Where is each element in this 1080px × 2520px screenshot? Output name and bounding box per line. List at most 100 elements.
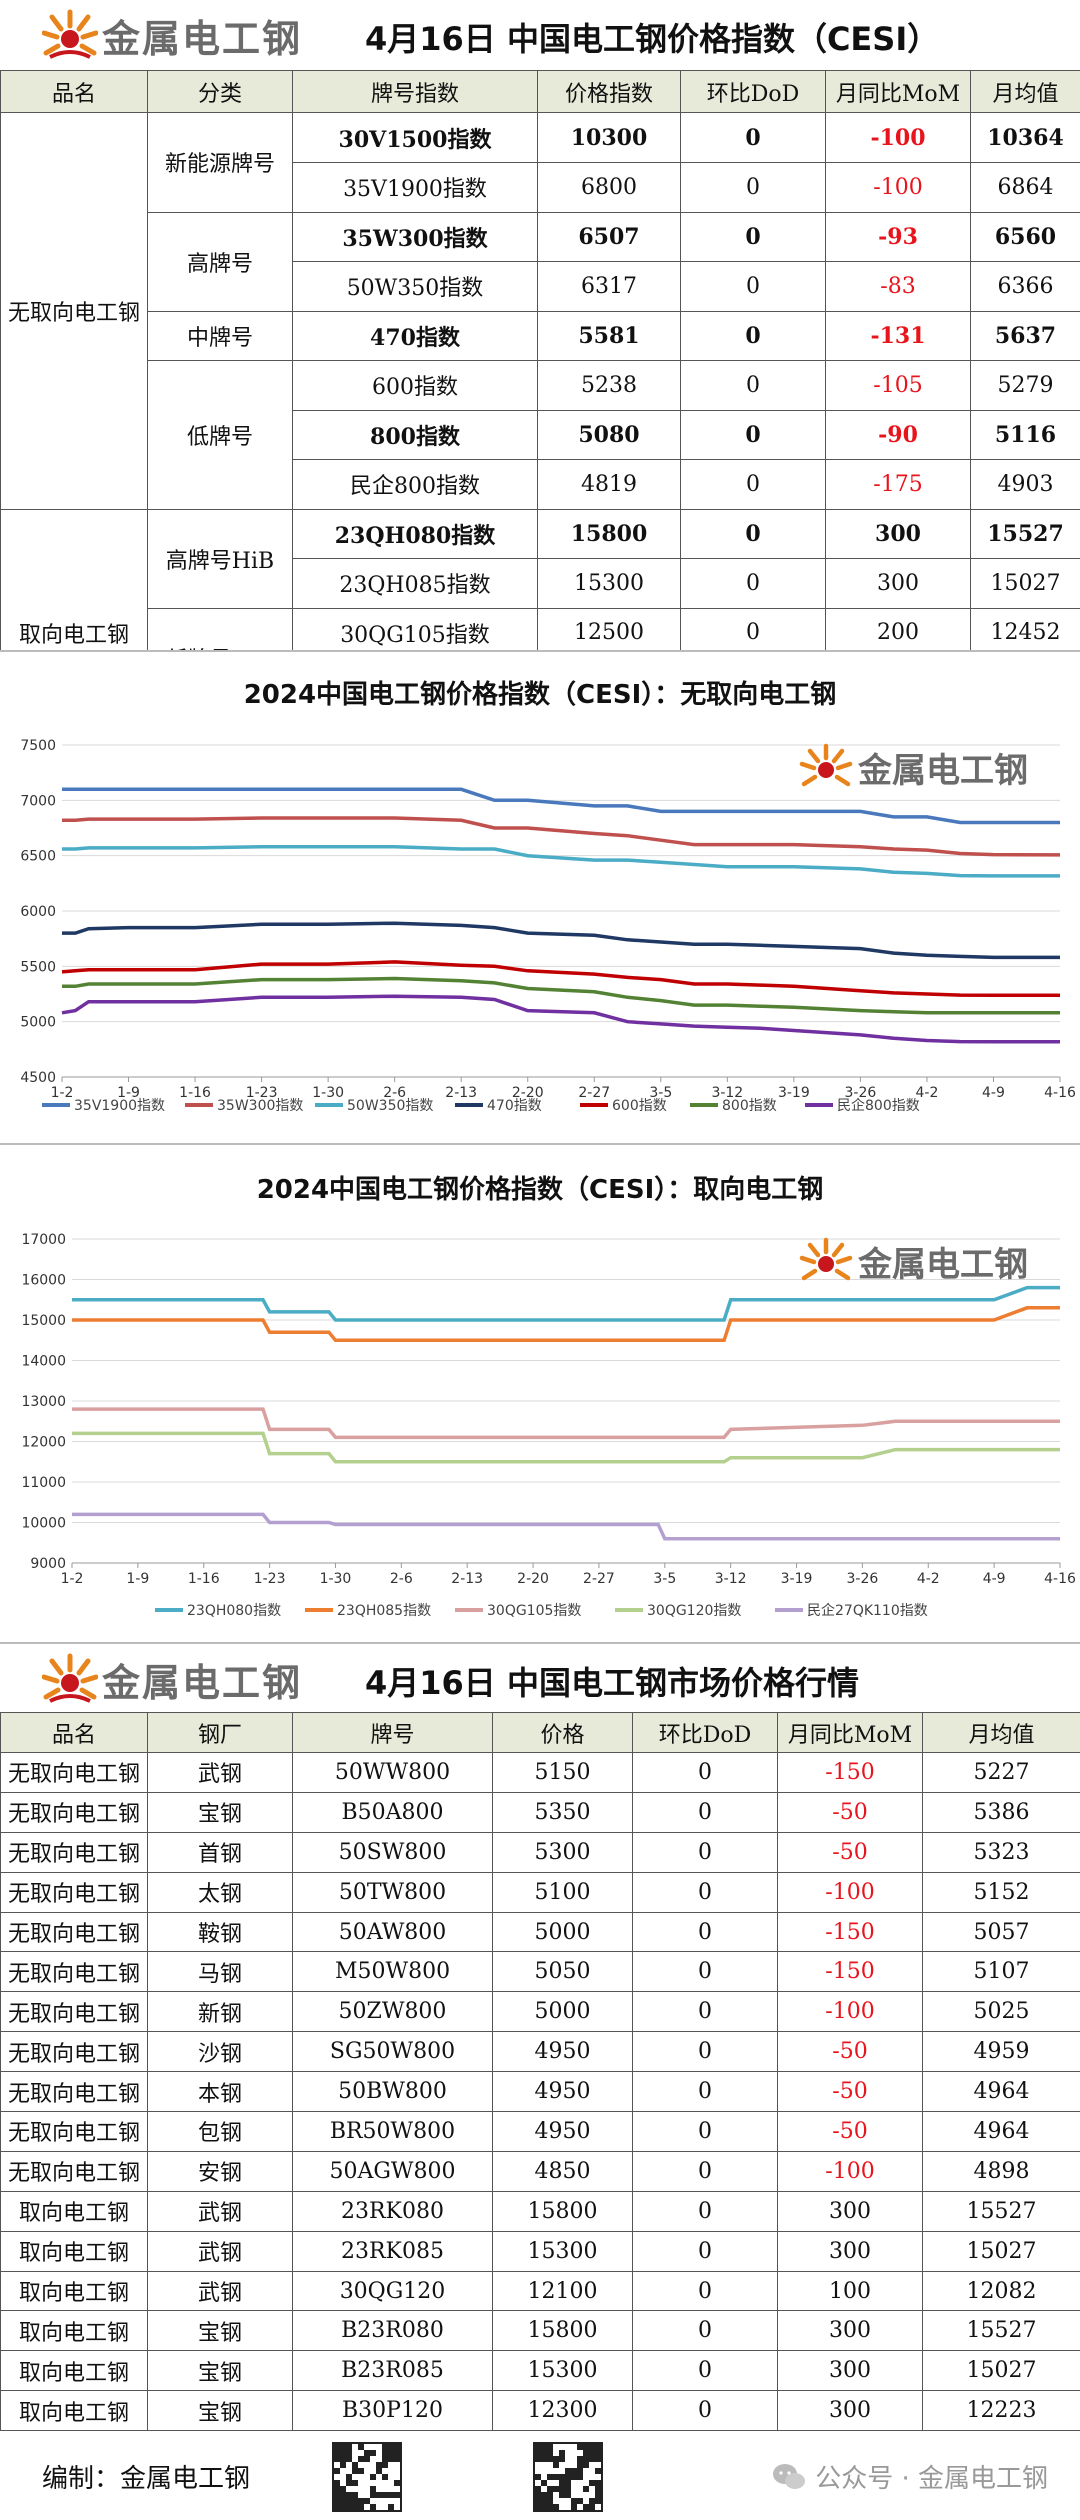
monthly-avg-cell: 5386 xyxy=(922,1791,1080,1833)
dod-cell: 0 xyxy=(632,1831,778,1873)
qr-code-icon xyxy=(332,2442,402,2512)
legend-label: 民企800指数 xyxy=(837,1097,920,1114)
chart-title: 2024中国电工钢价格指数（CESI）：取向电工钢 xyxy=(256,1175,824,1205)
x-tick-label: 3-26 xyxy=(847,1571,879,1587)
mill-cell: 本钢 xyxy=(147,2071,293,2113)
table-row: 无取向电工钢 新能源牌号 30V1500指数 10300 0 -100 10364 xyxy=(0,112,1080,510)
table-row: 中牌号 470指数 5581 0 -131 5637 xyxy=(1,310,1080,361)
legend-label: 50W350指数 xyxy=(347,1098,433,1114)
series-line xyxy=(62,816,1061,857)
grade-cell: B30P120 xyxy=(292,2390,493,2432)
price-index-cell: 15800 xyxy=(537,508,681,559)
y-tick-label: 17000 xyxy=(21,1232,66,1248)
x-tick-label: 2-6 xyxy=(383,1085,406,1101)
index-header: 金属电工钢 4月16日 中国电工钢价格指数（CESI） xyxy=(0,0,1080,70)
x-tick-label: 3-12 xyxy=(711,1085,743,1101)
monthly-avg-cell: 15527 xyxy=(922,2310,1080,2352)
grade-index-cell: 470指数 xyxy=(292,310,538,361)
dod-cell: 0 xyxy=(680,112,826,163)
column-header: 价格 xyxy=(492,1712,633,1753)
column-header: 品名 xyxy=(0,1712,148,1753)
dod-cell: 0 xyxy=(680,162,826,213)
monthly-avg-cell: 5025 xyxy=(922,1991,1080,2033)
x-tick-label: 4-16 xyxy=(1044,1085,1076,1101)
x-tick-label: 3-5 xyxy=(653,1571,676,1587)
chart-oriented: 2024中国电工钢价格指数（CESI）：取向电工钢 9000 10000 11000… xyxy=(0,1143,1080,1640)
grade-cell: 30QG120 xyxy=(292,2270,493,2312)
legend-label: 35V1900指数 xyxy=(74,1098,165,1114)
chart-svg: 9000 10000 11000 12000 13000 14000 15000 16000 1… xyxy=(21,1232,1076,1619)
dod-cell: 0 xyxy=(632,2390,778,2432)
grade-index-cell: 35W300指数 xyxy=(292,211,538,262)
x-tick-label: 4-2 xyxy=(915,1085,938,1101)
x-tick-label: 3-26 xyxy=(845,1085,877,1101)
grade-index-cell: 50W350指数 xyxy=(292,261,538,312)
logo-ray xyxy=(799,1255,817,1265)
monthly-avg-cell: 15027 xyxy=(922,2350,1080,2392)
price-cell: 4950 xyxy=(492,2111,633,2152)
dod-cell: 0 xyxy=(632,2071,778,2113)
table-header-row: 品名 钢厂 牌号 价格 环比DoD 月同比MoM 月均值 xyxy=(0,1712,1080,1753)
mom-cell: -93 xyxy=(825,211,971,262)
column-header: 月同比MoM xyxy=(825,70,971,113)
mom-cell: -50 xyxy=(777,2031,923,2073)
product-name-cell: 无取向电工钢 xyxy=(0,1831,148,1873)
monthly-avg-cell: 6864 xyxy=(970,162,1080,213)
grade-index-cell: 23QH085指数 xyxy=(292,558,538,609)
monthly-avg-cell: 4964 xyxy=(922,2071,1080,2113)
mill-cell: 安钢 xyxy=(147,2150,293,2192)
y-tick-label: 5000 xyxy=(20,1015,56,1031)
cesi-index-table: 品名 分类 牌号指数 价格指数 环比DoD 月同比MoM 月均值 无取向电工钢 新能源牌号 30… xyxy=(0,70,1080,757)
monthly-avg-cell: 5227 xyxy=(922,1752,1080,1793)
mill-cell: 包钢 xyxy=(147,2111,293,2152)
mom-cell: -50 xyxy=(777,2111,923,2152)
table-row: 无取向电工钢 安钢 50AGW800 4850 0 -100 4898 xyxy=(0,2150,1080,2192)
mom-cell: 300 xyxy=(777,2190,923,2232)
table-row: 无取向电工钢 鞍钢 50AW800 5000 0 -150 5057 xyxy=(0,1911,1080,1953)
x-tick-label: 1-30 xyxy=(320,1571,352,1587)
column-header: 牌号 xyxy=(292,1712,493,1753)
logo-core xyxy=(818,762,834,778)
monthly-avg-cell: 5152 xyxy=(922,1871,1080,1913)
mill-cell: 首钢 xyxy=(147,1831,293,1873)
series-line xyxy=(72,1512,1060,1541)
table-row: 无取向电工钢 包钢 BR50W800 4950 0 -50 4964 xyxy=(0,2111,1080,2152)
x-tick-label: 4-2 xyxy=(917,1571,940,1587)
grade-cell: 23RK085 xyxy=(292,2230,493,2272)
product-name-cell: 取向电工钢 xyxy=(0,2390,148,2432)
price-index-cell: 6800 xyxy=(537,162,681,213)
dod-cell: 0 xyxy=(680,310,826,361)
price-cell: 5100 xyxy=(492,1871,633,1913)
price-index-cell: 6507 xyxy=(537,211,681,262)
category-cell: 高牌号 xyxy=(147,211,293,312)
wechat-account: 公众号 · 金属电工钢 xyxy=(771,2458,1048,2495)
x-tick-label: 2-27 xyxy=(578,1085,610,1101)
grade-cell: 50WW800 xyxy=(292,1752,493,1793)
y-tick-label: 6000 xyxy=(20,904,56,920)
price-cell: 5000 xyxy=(492,1991,633,2033)
logo: 金属电工钢 xyxy=(42,8,302,63)
mill-cell: 新钢 xyxy=(147,1991,293,2033)
dod-cell: 0 xyxy=(632,2270,778,2312)
product-name-cell: 无取向电工钢 xyxy=(0,2071,148,2113)
x-tick-label: 1-23 xyxy=(246,1085,278,1101)
monthly-avg-cell: 5323 xyxy=(922,1831,1080,1873)
column-header: 分类 xyxy=(147,70,293,113)
price-cell: 4950 xyxy=(492,2071,633,2113)
logo-ray xyxy=(834,1268,851,1281)
table-row: 取向电工钢 宝钢 B30P120 12300 0 300 12223 xyxy=(0,2390,1080,2432)
x-tick-label: 1-23 xyxy=(254,1571,286,1587)
monthly-avg-cell: 4903 xyxy=(970,459,1080,510)
mill-cell: 宝钢 xyxy=(147,2390,293,2432)
dod-cell: 0 xyxy=(680,211,826,262)
y-tick-label: 7000 xyxy=(20,793,56,809)
y-tick-label: 16000 xyxy=(21,1273,66,1289)
product-name-cell: 取向电工钢 xyxy=(0,2230,148,2272)
x-tick-label: 1-2 xyxy=(61,1571,84,1587)
grade-cell: B23R085 xyxy=(292,2350,493,2392)
monthly-avg-cell: 15027 xyxy=(922,2230,1080,2272)
y-tick-label: 6500 xyxy=(20,849,56,865)
dod-cell: 0 xyxy=(632,2150,778,2192)
grade-cell: 23RK080 xyxy=(292,2190,493,2232)
monthly-avg-cell: 5057 xyxy=(922,1911,1080,1953)
